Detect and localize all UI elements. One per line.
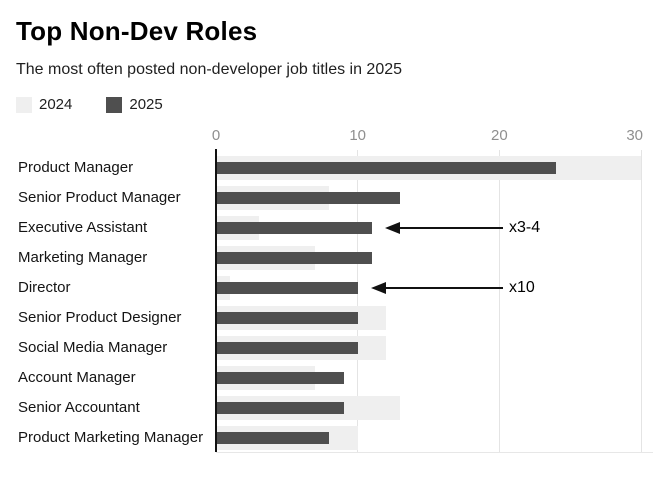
bar-2025 bbox=[216, 192, 401, 204]
axis-tick-label: 0 bbox=[211, 127, 221, 144]
category-label: Senior Product Designer bbox=[18, 309, 182, 326]
grid-line bbox=[498, 150, 500, 452]
chart-title: Top Non-Dev Roles bbox=[16, 16, 258, 46]
legend-label-2024: 2024 bbox=[39, 96, 73, 113]
category-label: Marketing Manager bbox=[18, 249, 148, 266]
axis-tick-label: 10 bbox=[349, 127, 366, 144]
bar-2025 bbox=[216, 402, 344, 414]
annotation-arrow bbox=[383, 287, 503, 289]
bar-2025 bbox=[216, 162, 556, 174]
grid-line bbox=[640, 150, 642, 452]
bar-2025 bbox=[216, 342, 358, 354]
annotation-arrow bbox=[397, 227, 503, 229]
category-label: Director bbox=[18, 279, 71, 296]
legend-item-2024: 2024 bbox=[16, 96, 72, 113]
legend-item-2025: 2025 bbox=[106, 96, 163, 113]
legend-swatch-2025 bbox=[106, 96, 123, 113]
x-axis-baseline bbox=[216, 452, 653, 453]
grid-line bbox=[357, 150, 359, 452]
category-label: Social Media Manager bbox=[18, 339, 168, 356]
bar-2025 bbox=[216, 282, 358, 294]
category-label: Account Manager bbox=[18, 369, 136, 386]
annotation-arrowhead bbox=[370, 282, 386, 294]
bar-2025 bbox=[216, 372, 344, 384]
axis-tick-label: 30 bbox=[626, 127, 643, 144]
zero-axis-line bbox=[215, 149, 217, 452]
annotation-label: x10 bbox=[509, 279, 535, 296]
axis-tick-label: 20 bbox=[490, 127, 508, 144]
bar-2025 bbox=[216, 312, 358, 324]
category-label: Senior Product Manager bbox=[18, 189, 181, 206]
legend: 2024 2025 bbox=[16, 96, 197, 113]
category-label: Product Manager bbox=[18, 159, 134, 176]
category-label: Product Marketing Manager bbox=[18, 429, 204, 446]
legend-swatch-2024 bbox=[16, 96, 32, 113]
bar-2025 bbox=[216, 432, 330, 444]
chart-subtitle: The most often posted non-developer job … bbox=[16, 61, 403, 78]
category-label: Senior Accountant bbox=[18, 399, 140, 416]
bar-2025 bbox=[216, 252, 372, 264]
annotation-arrowhead bbox=[384, 222, 400, 234]
legend-label-2025: 2025 bbox=[129, 96, 163, 113]
bar-2025 bbox=[216, 222, 372, 234]
annotation-label: x3-4 bbox=[509, 219, 541, 236]
category-label: Executive Assistant bbox=[18, 219, 148, 236]
